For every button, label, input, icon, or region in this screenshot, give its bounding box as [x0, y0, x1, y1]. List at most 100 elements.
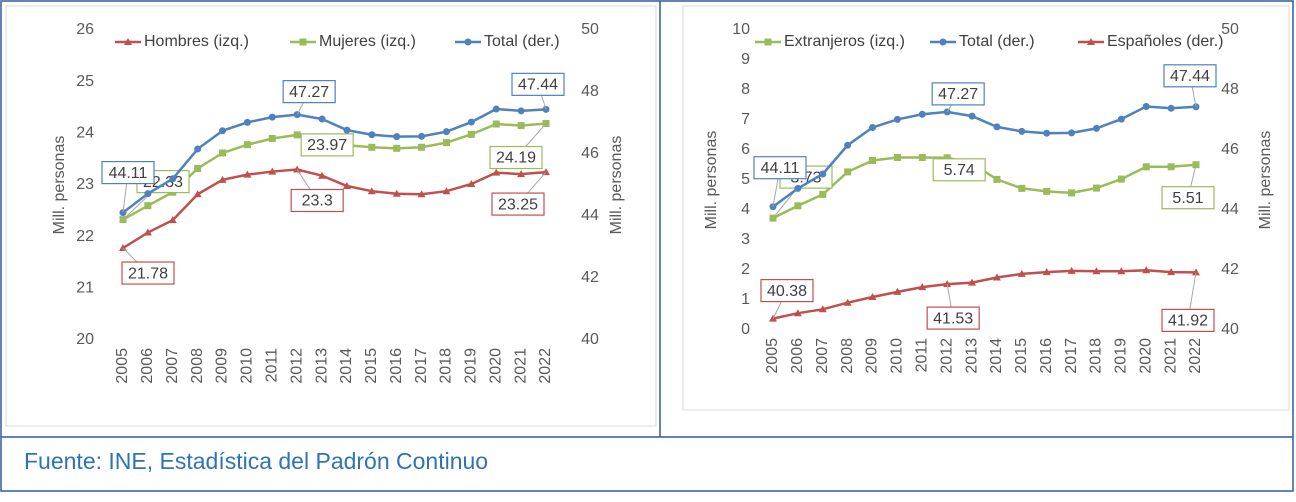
- legend-label: Total (der.): [959, 33, 1035, 50]
- marker: [542, 168, 550, 176]
- marker: [144, 202, 152, 210]
- data-label: 5.51: [1172, 190, 1203, 207]
- x-tick-label: 2013: [963, 338, 980, 374]
- x-tick-label: 2007: [164, 348, 181, 384]
- marker: [1043, 129, 1051, 137]
- marker: [893, 154, 901, 161]
- marker: [818, 305, 827, 313]
- marker: [1087, 38, 1095, 45]
- marker: [467, 179, 476, 187]
- y2-tick-label: 40: [1221, 321, 1239, 338]
- marker: [517, 170, 526, 178]
- marker: [268, 113, 276, 121]
- y-tick-label: 26: [76, 21, 94, 38]
- marker: [417, 190, 426, 198]
- marker: [943, 280, 952, 288]
- marker: [968, 112, 976, 120]
- marker: [268, 135, 276, 142]
- x-tick-label: 2022: [537, 348, 554, 384]
- data-label-box: [926, 306, 980, 330]
- x-tick-label: 2020: [487, 348, 504, 384]
- x-tick-label: 2018: [1088, 338, 1105, 374]
- marker: [367, 187, 376, 195]
- marker: [968, 278, 977, 286]
- marker: [464, 38, 472, 46]
- marker: [194, 145, 202, 153]
- marker: [918, 110, 926, 118]
- y-tick-label: 3: [741, 231, 750, 248]
- y2-tick-label: 42: [581, 269, 599, 286]
- data-label: 24.19: [496, 150, 536, 167]
- marker: [492, 168, 501, 176]
- x-tick-label: 2015: [363, 348, 380, 384]
- y-axis-title: Mill. personas: [703, 131, 720, 230]
- marker: [492, 120, 500, 128]
- x-tick-label: 2014: [338, 348, 355, 384]
- legend-label: Mujeres (izq.): [319, 33, 416, 50]
- marker: [794, 202, 802, 210]
- marker: [1142, 266, 1151, 274]
- marker: [517, 107, 525, 115]
- data-label-box: [290, 188, 344, 213]
- x-tick-label: 2019: [1113, 338, 1130, 374]
- marker: [992, 273, 1001, 281]
- x-tick-label: 2021: [512, 348, 529, 384]
- x-tick-label: 2008: [189, 348, 206, 384]
- x-tick-label: 2022: [1187, 338, 1204, 374]
- y-tick-label: 0: [741, 321, 750, 338]
- marker: [893, 287, 902, 295]
- data-label-box: [753, 156, 807, 180]
- y2-axis-title: Mill. personas: [608, 136, 625, 235]
- marker: [794, 184, 802, 192]
- marker: [193, 190, 202, 198]
- data-label: 21.78: [128, 265, 168, 282]
- legend-label: Españoles (der.): [1107, 33, 1224, 50]
- marker: [299, 38, 307, 46]
- marker: [442, 139, 450, 147]
- marker: [218, 175, 227, 183]
- marker: [393, 133, 401, 141]
- marker: [764, 38, 772, 46]
- data-label-box: [121, 261, 175, 285]
- source-note: Fuente: INE, Estadística del Padrón Cont…: [24, 448, 488, 474]
- data-label-box: [489, 145, 543, 170]
- marker: [918, 283, 927, 291]
- marker: [318, 171, 327, 179]
- x-tick-label: 2013: [313, 348, 330, 384]
- data-label: 41.53: [933, 310, 973, 327]
- data-label-box: [760, 279, 814, 303]
- series-line: [122, 107, 547, 214]
- x-tick-label: 2017: [413, 348, 430, 384]
- marker: [893, 115, 901, 123]
- y2-tick-label: 50: [1221, 21, 1239, 38]
- y-tick-label: 2: [741, 261, 750, 278]
- marker: [219, 149, 227, 157]
- y-tick-label: 21: [76, 280, 94, 297]
- y2-tick-label: 46: [581, 145, 599, 162]
- marker: [1167, 163, 1175, 171]
- data-label-box: [101, 160, 155, 185]
- y-tick-label: 7: [741, 111, 750, 128]
- marker: [144, 190, 152, 198]
- x-tick-label: 2005: [114, 348, 131, 384]
- marker: [219, 127, 227, 135]
- data-label: 47.27: [289, 84, 329, 101]
- marker: [1167, 268, 1176, 276]
- y-tick-label: 10: [732, 21, 750, 38]
- x-tick-label: 2019: [463, 348, 480, 384]
- x-tick-label: 2018: [438, 348, 455, 384]
- y2-tick-label: 48: [581, 83, 599, 100]
- x-tick-label: 2020: [1137, 338, 1154, 374]
- data-label: 23.25: [498, 196, 538, 213]
- marker: [1017, 269, 1026, 277]
- data-label-box: [932, 158, 986, 182]
- marker: [1067, 266, 1076, 274]
- y-tick-label: 5: [741, 171, 750, 188]
- y2-tick-label: 44: [581, 207, 599, 224]
- data-label: 47.44: [1170, 68, 1210, 85]
- marker: [1068, 189, 1076, 197]
- x-tick-label: 2005: [764, 338, 781, 374]
- series-line: [772, 105, 1197, 208]
- y-tick-label: 9: [741, 51, 750, 68]
- x-tick-label: 2010: [239, 348, 256, 384]
